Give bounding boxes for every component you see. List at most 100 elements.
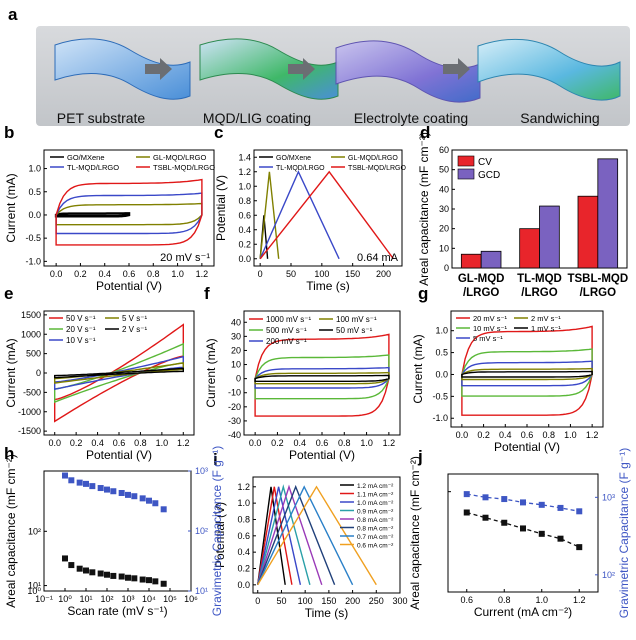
y-tick-label: 20 bbox=[439, 224, 449, 234]
data-point bbox=[482, 514, 489, 521]
x-tick-label: 0.6 bbox=[113, 438, 126, 448]
step-label: PET substrate bbox=[57, 110, 146, 126]
legend-label: 1000 mV s⁻¹ bbox=[266, 315, 311, 324]
panel-a: a PET substrate MQD/LIG coating Electrol… bbox=[8, 5, 630, 126]
x-tick-label: 0.8 bbox=[498, 595, 511, 605]
legend-swatch bbox=[457, 168, 475, 180]
y-tick-label: -0.5 bbox=[25, 233, 41, 243]
legend-label: 10 mV s⁻¹ bbox=[473, 324, 507, 333]
series-line bbox=[254, 371, 390, 385]
x-tick-label: 0.8 bbox=[542, 430, 555, 440]
x-tick-label: 100 bbox=[298, 596, 313, 606]
step-4-illustration bbox=[477, 38, 621, 101]
data-point bbox=[576, 544, 583, 551]
data-point bbox=[104, 571, 110, 578]
series-line bbox=[461, 367, 593, 381]
y-tick-label: -500 bbox=[23, 387, 41, 397]
x-tick-label: 10¹ bbox=[79, 594, 92, 604]
y-tick-label: -10 bbox=[228, 388, 241, 398]
x-tick-label: 0.8 bbox=[134, 438, 147, 448]
annotation: 20 mV s⁻¹ bbox=[160, 252, 210, 264]
y-tick-label: 0.6 bbox=[237, 531, 250, 541]
y-tick-label: 1500 bbox=[21, 310, 41, 320]
data-point bbox=[118, 573, 125, 580]
x-tick-label: 1.0 bbox=[156, 438, 169, 448]
y-tick-label: 0.5 bbox=[435, 348, 448, 358]
x-tick-label: 0.6 bbox=[316, 438, 329, 448]
data-point bbox=[83, 480, 89, 487]
data-point bbox=[68, 562, 75, 569]
legend-label: GO/MXene bbox=[276, 155, 311, 162]
y-axis-label: Potential (V) bbox=[214, 175, 228, 241]
legend-label: 20 V s⁻¹ bbox=[66, 325, 96, 334]
legend-label: 1.1 mA cm⁻² bbox=[357, 492, 394, 499]
arrow-icon bbox=[288, 58, 315, 80]
x-tick-label: 0.2 bbox=[271, 438, 284, 448]
x-tick-label: 150 bbox=[345, 269, 360, 279]
legend-label: 0.8 mA cm⁻² bbox=[357, 517, 394, 524]
x-tick-label: 1.2 bbox=[586, 430, 599, 440]
legend-label: 20 mV s⁻¹ bbox=[473, 314, 507, 323]
series-line bbox=[257, 485, 354, 586]
x-tick-label: 0.8 bbox=[338, 438, 351, 448]
x-axis-label: Time (s) bbox=[305, 606, 349, 620]
x-axis-label: Time (s) bbox=[306, 279, 350, 293]
x-tick-label: 10⁵ bbox=[163, 594, 177, 604]
legend-label: 500 mV s⁻¹ bbox=[266, 326, 307, 335]
legend-label: 2 V s⁻¹ bbox=[122, 325, 147, 334]
data-point bbox=[557, 535, 564, 542]
y-tick-label: 20 bbox=[231, 345, 241, 355]
data-point bbox=[83, 567, 89, 574]
plot-frame bbox=[253, 149, 403, 267]
step-label: Sandwiching bbox=[520, 110, 599, 126]
legend-label: TSBL-MQD/LRGO bbox=[153, 163, 215, 172]
category-label: /LRGO bbox=[521, 287, 557, 299]
step-3-illustration bbox=[335, 40, 481, 103]
data-point bbox=[146, 497, 152, 504]
bar bbox=[460, 253, 482, 269]
chart-d: d 0 10 20 30 40 50 60 Areal capacitance (mF cm⁻²… bbox=[417, 123, 628, 299]
legend-label: GL-MQD/LRGO bbox=[348, 155, 398, 162]
data-point bbox=[110, 572, 117, 579]
x-tick-label: 0.2 bbox=[477, 430, 490, 440]
x-axis-label: Current (mA cm⁻²) bbox=[474, 605, 572, 619]
x-axis-label: Potential (V) bbox=[96, 279, 162, 293]
data-point bbox=[118, 489, 125, 496]
step-2-illustration bbox=[199, 38, 339, 100]
y-tick-label: -20 bbox=[228, 402, 241, 412]
y-tick-label: 0.8 bbox=[238, 196, 251, 206]
y-tick-label: 0.0 bbox=[435, 369, 448, 379]
x-tick-label: 10⁰ bbox=[58, 594, 72, 604]
y-tick-label: 0.8 bbox=[237, 514, 250, 524]
x-axis-label: Potential (V) bbox=[494, 440, 560, 454]
bar bbox=[597, 158, 619, 269]
legend-label: 0.6 mA cm⁻² bbox=[357, 543, 394, 550]
bar bbox=[577, 195, 599, 269]
data-point bbox=[160, 580, 167, 587]
y-axis-label: Current (mA) bbox=[204, 338, 218, 407]
data-point bbox=[557, 504, 564, 511]
data-point bbox=[131, 575, 138, 582]
x-axis-label: Potential (V) bbox=[289, 448, 355, 462]
data-point bbox=[501, 519, 508, 526]
series-line bbox=[257, 484, 323, 586]
x-tick-label: 1.0 bbox=[564, 430, 577, 440]
chart-g: g 0.0 0.2 0.4 0.6 0.8 1.0 1.2 -1.0 -0.5 0.0 0.5 1.0 P… bbox=[411, 284, 604, 454]
x-tick-label: 0 bbox=[258, 269, 263, 279]
x-tick-label: 0 bbox=[255, 596, 260, 606]
x-tick-label: 150 bbox=[321, 596, 336, 606]
y-tick-label: 1.0 bbox=[435, 326, 448, 336]
series-line bbox=[54, 367, 184, 379]
x-tick-label: 1.2 bbox=[177, 438, 190, 448]
data-point bbox=[76, 565, 83, 572]
chart-h: h10⁻¹ 10⁰ 10¹ 10² 10³ 10⁴ 10⁵ 10⁶10⁰10¹10²Scan … bbox=[4, 444, 224, 618]
y2-axis-label: Gravimetric Capacitance (F g⁻¹) bbox=[210, 446, 224, 616]
x-tick-label: 10⁴ bbox=[142, 594, 156, 604]
data-point bbox=[538, 501, 545, 508]
y-axis-label: Current (mA) bbox=[411, 334, 425, 403]
y2-tick-label: 10² bbox=[195, 526, 208, 536]
x-tick-label: 10² bbox=[100, 594, 113, 604]
x-tick-label: 0.0 bbox=[456, 430, 469, 440]
series-line bbox=[259, 170, 340, 260]
